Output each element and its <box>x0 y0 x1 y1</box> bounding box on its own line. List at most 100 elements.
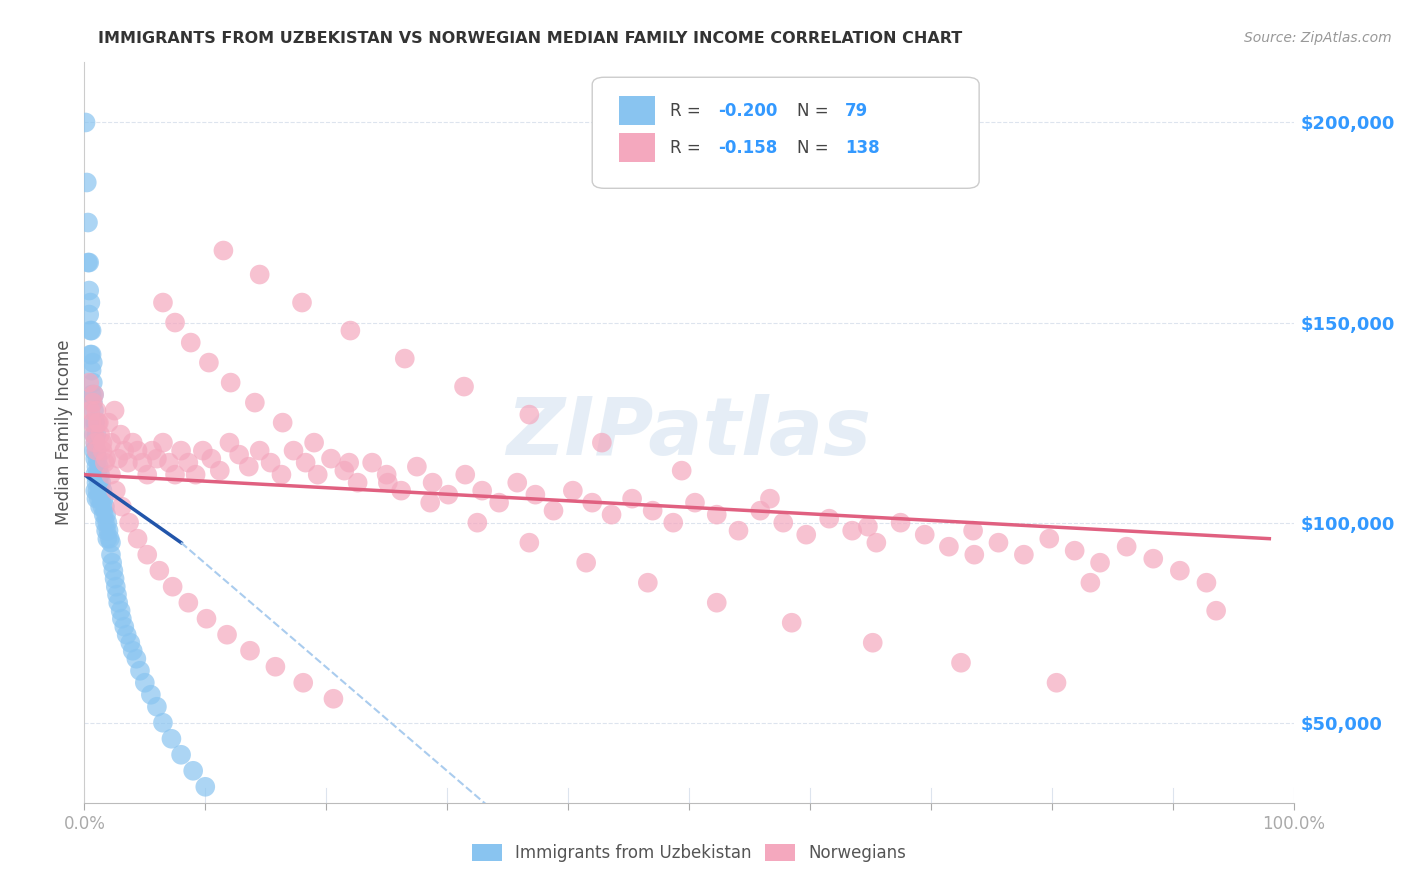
Point <box>104 483 127 498</box>
Point <box>80 348 103 362</box>
Text: -0.200: -0.200 <box>718 102 778 120</box>
Point <box>238 459 260 474</box>
Point <box>77 255 100 269</box>
Point <box>591 435 613 450</box>
Point <box>294 456 316 470</box>
Point <box>283 443 305 458</box>
Point <box>118 516 141 530</box>
Point <box>127 532 149 546</box>
Point <box>79 295 101 310</box>
Point <box>83 387 105 401</box>
Point <box>97 524 120 538</box>
Point <box>77 215 100 229</box>
Point <box>86 443 108 458</box>
Point <box>82 395 104 409</box>
Point <box>406 459 429 474</box>
Point <box>938 540 960 554</box>
Point <box>105 588 128 602</box>
Point <box>181 764 204 778</box>
Point <box>91 500 114 514</box>
Point <box>419 496 441 510</box>
Point <box>80 324 103 338</box>
Point <box>86 416 108 430</box>
Point <box>706 596 728 610</box>
Point <box>543 503 565 517</box>
Point <box>107 596 129 610</box>
Point <box>86 403 108 417</box>
Point <box>89 467 111 482</box>
Point <box>191 443 214 458</box>
FancyBboxPatch shape <box>592 78 979 188</box>
Point <box>346 475 368 490</box>
Point <box>377 475 399 490</box>
Point <box>86 475 108 490</box>
Point <box>82 416 104 430</box>
Point <box>200 451 222 466</box>
Text: ZIPatlas: ZIPatlas <box>506 393 872 472</box>
FancyBboxPatch shape <box>619 133 655 162</box>
FancyBboxPatch shape <box>619 95 655 126</box>
Point <box>759 491 782 506</box>
Point <box>581 496 603 510</box>
Point <box>1038 532 1060 546</box>
Point <box>641 503 664 517</box>
Point <box>727 524 749 538</box>
Text: Source: ZipAtlas.com: Source: ZipAtlas.com <box>1244 31 1392 45</box>
Point <box>84 451 107 466</box>
Point <box>131 456 153 470</box>
Point <box>136 548 159 562</box>
Point <box>1063 543 1085 558</box>
Point <box>271 416 294 430</box>
Point <box>94 524 117 538</box>
Point <box>208 464 231 478</box>
Text: R =: R = <box>669 102 706 120</box>
Point <box>100 435 122 450</box>
Point <box>111 500 134 514</box>
Point <box>82 355 104 369</box>
Point <box>292 675 315 690</box>
Point <box>129 664 152 678</box>
Point <box>115 628 138 642</box>
Point <box>333 464 356 478</box>
Point <box>100 535 122 549</box>
Point <box>104 403 127 417</box>
Point <box>134 675 156 690</box>
Point <box>87 491 110 506</box>
Point <box>422 475 444 490</box>
Point <box>91 435 114 450</box>
Point <box>94 456 117 470</box>
Point <box>195 612 218 626</box>
Point <box>561 483 583 498</box>
Text: 79: 79 <box>845 102 868 120</box>
Point <box>96 532 118 546</box>
Point <box>794 527 817 541</box>
Point <box>100 548 122 562</box>
Point <box>148 564 170 578</box>
Point <box>962 524 984 538</box>
Point <box>157 456 180 470</box>
Point <box>1142 551 1164 566</box>
Point <box>86 451 108 466</box>
Point <box>152 435 174 450</box>
Point <box>319 451 342 466</box>
Point <box>218 435 240 450</box>
Point <box>77 376 100 390</box>
Point <box>389 483 412 498</box>
Point <box>100 467 122 482</box>
Point <box>1045 675 1067 690</box>
Point <box>963 548 986 562</box>
Point <box>165 316 187 330</box>
Point <box>453 379 475 393</box>
Point <box>83 403 105 417</box>
Point <box>394 351 416 366</box>
Point <box>170 747 193 762</box>
Point <box>82 395 104 409</box>
Point <box>82 376 104 390</box>
Point <box>862 636 884 650</box>
Point <box>184 467 207 482</box>
Point <box>86 427 108 442</box>
Point <box>1205 604 1227 618</box>
Point <box>488 496 510 510</box>
Point <box>170 443 193 458</box>
Point <box>97 416 120 430</box>
